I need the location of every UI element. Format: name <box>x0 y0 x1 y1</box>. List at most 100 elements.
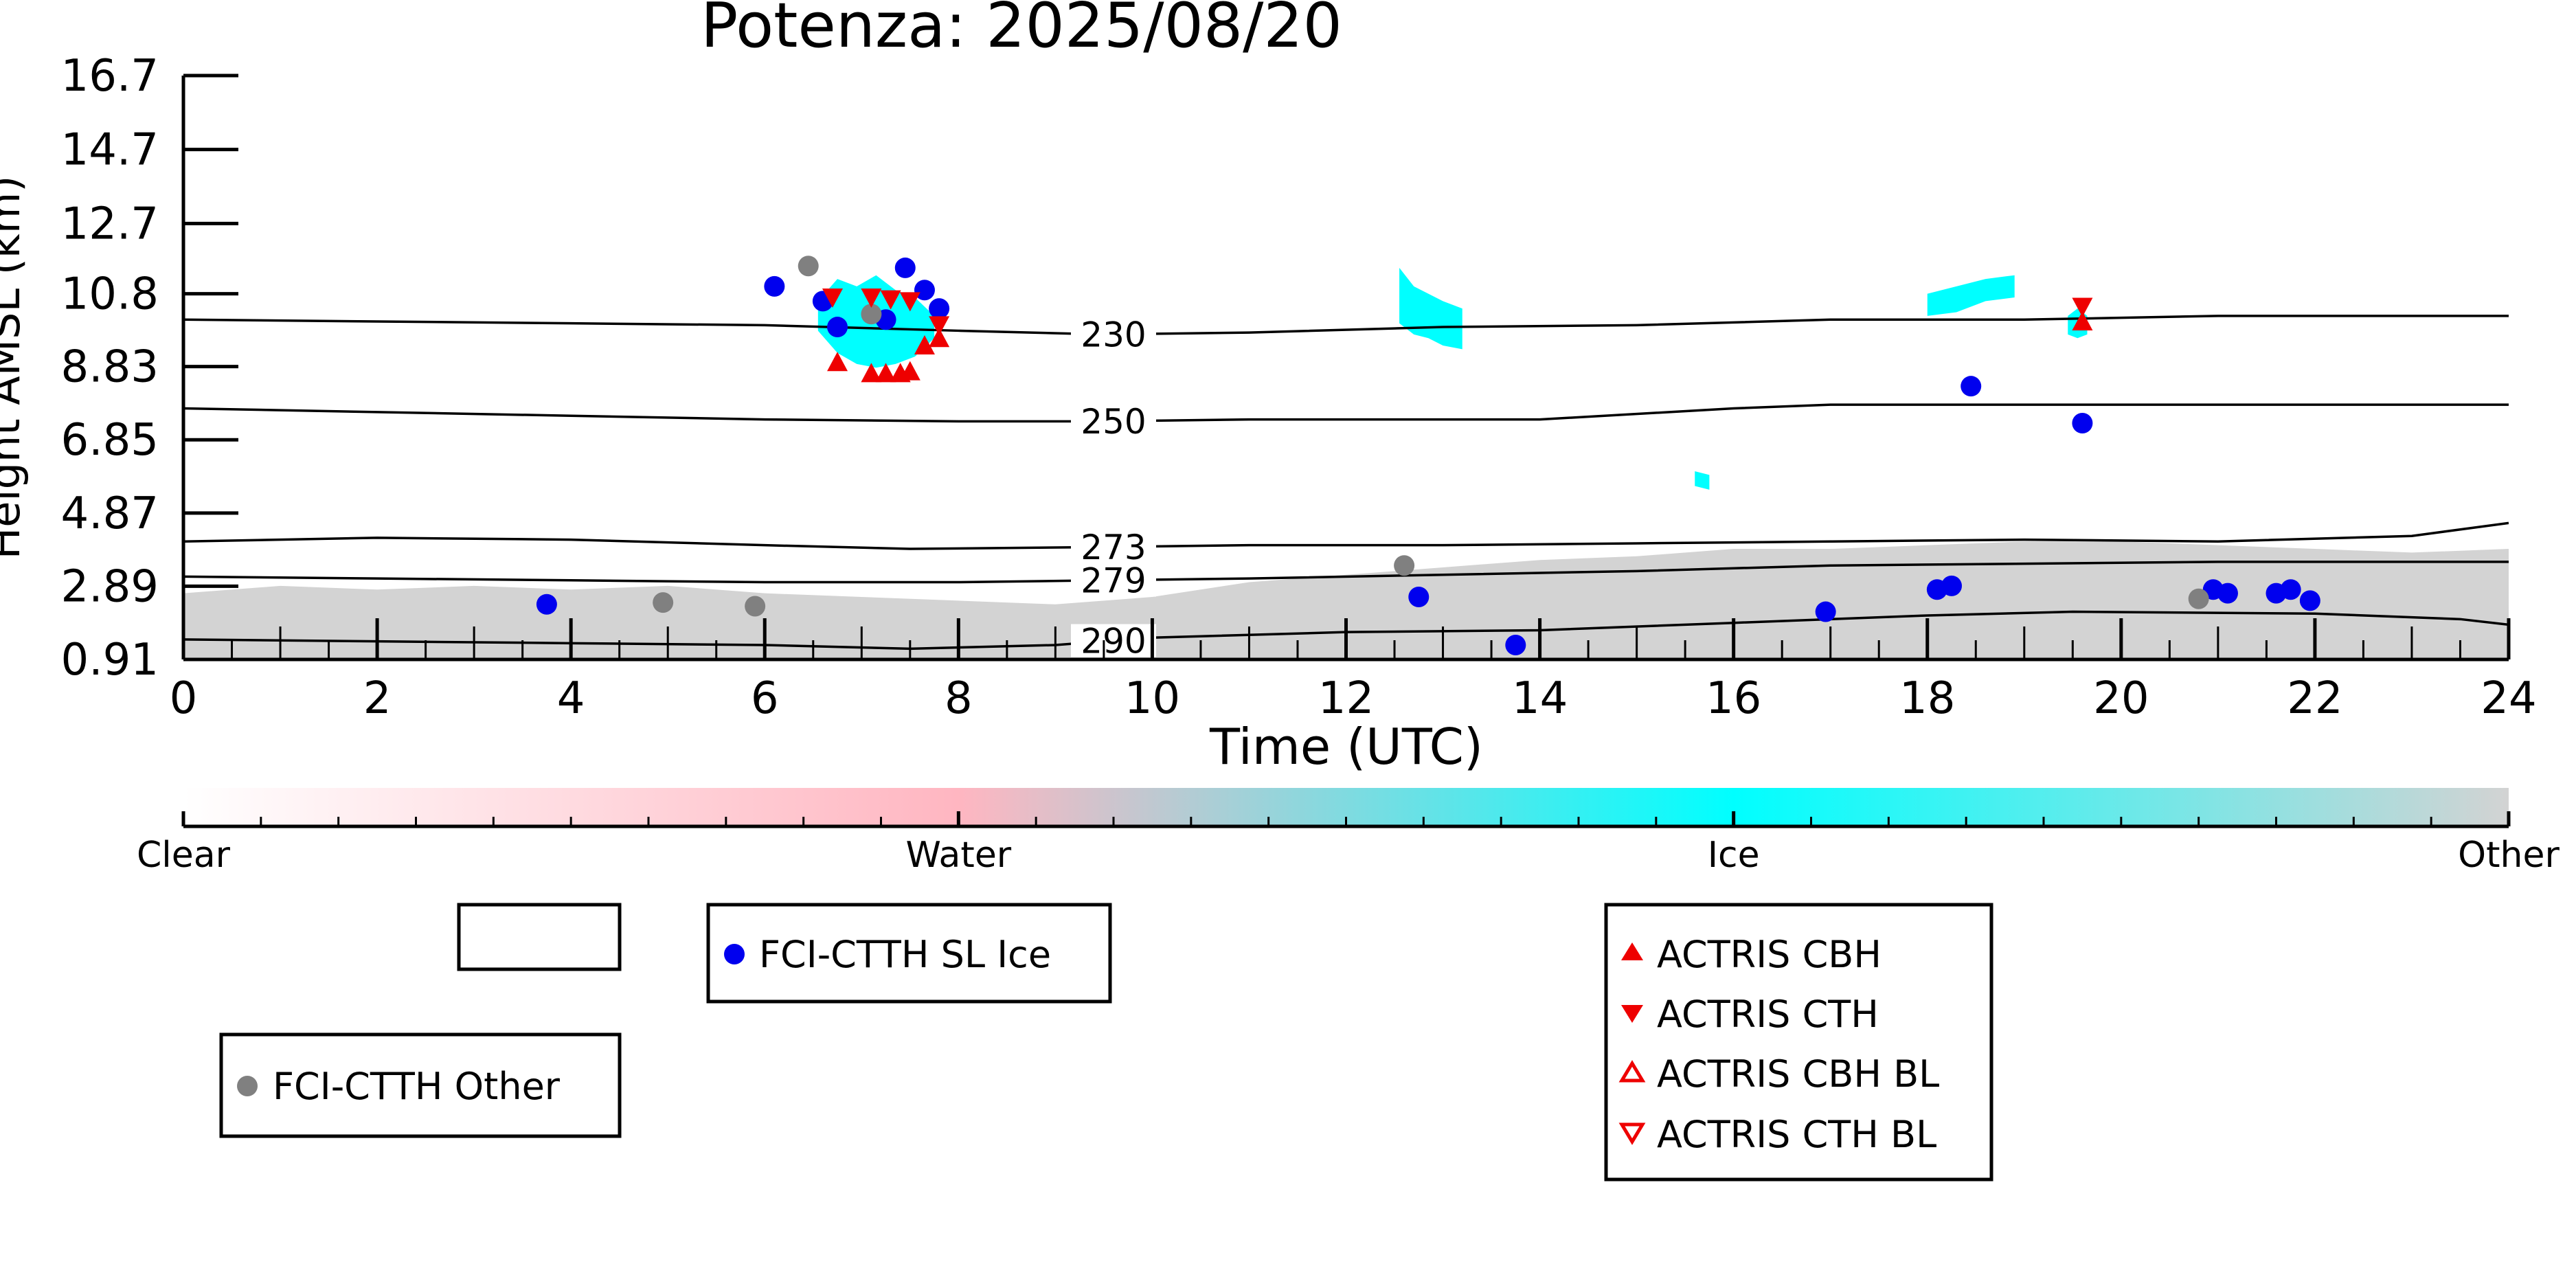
y-tick-label: 8.83 <box>61 342 159 393</box>
point-fci-ctth-other <box>745 596 766 617</box>
point-actris-cth <box>899 292 920 312</box>
legend-cth-bl-label: ACTRIS CTH BL <box>1657 1113 1936 1156</box>
x-tick-label: 10 <box>1125 673 1180 724</box>
x-tick-label: 0 <box>170 673 198 724</box>
point-fci-ctth-sl-ice <box>2280 579 2301 600</box>
point-fci-ctth-sl-ice <box>2072 413 2093 434</box>
point-fci-ctth-other <box>653 592 674 613</box>
point-fci-ctth-sl-ice <box>2299 590 2320 611</box>
contour-line-279 <box>183 561 2509 584</box>
legend-cth-marker <box>1621 1005 1643 1023</box>
y-tick-label: 2.89 <box>61 561 159 612</box>
legend-sl-ice-label: FCI-CTTH SL Ice <box>759 933 1051 976</box>
point-fci-ctth-sl-ice <box>914 280 935 301</box>
contour-label-273: 273 <box>1081 528 1146 567</box>
point-fci-ctth-sl-ice <box>827 317 848 338</box>
point-fci-ctth-sl-ice <box>764 275 785 297</box>
x-tick-label: 2 <box>363 673 392 724</box>
point-actris-cbh <box>2072 310 2093 330</box>
point-actris-cth <box>929 316 950 336</box>
contour-line-250 <box>183 403 2509 423</box>
colorbar-label: Ice <box>1708 835 1760 876</box>
legend-sl-ice: FCI-CTTH SL Ice <box>706 903 1112 1004</box>
legend-actris: ACTRIS CBH ACTRIS CTH ACTRIS CBH BL ACTR… <box>1604 903 1993 1182</box>
legend-other: FCI-CTTH Other <box>219 1032 622 1138</box>
point-fci-ctth-other <box>2188 588 2209 609</box>
contour-label-279: 279 <box>1081 561 1146 601</box>
contour-label-bg-273 <box>1071 530 1156 564</box>
x-tick-label: 8 <box>945 673 973 724</box>
point-actris-cth <box>880 290 901 310</box>
point-actris-cth <box>861 288 882 308</box>
legend-other-label: FCI-CTTH Other <box>273 1065 561 1108</box>
colorbar-label: Other <box>2458 835 2560 876</box>
contour-line-230 <box>183 315 2509 336</box>
legend-other-marker <box>237 1076 258 1096</box>
y-tick-label: 4.87 <box>61 488 159 539</box>
point-fci-ctth-sl-ice <box>536 594 557 615</box>
y-tick-label: 0.91 <box>61 635 159 686</box>
x-tick-label: 20 <box>2093 673 2149 724</box>
point-fci-ctth-sl-ice <box>1505 635 1526 656</box>
legend-sl-ice-marker <box>724 944 745 964</box>
x-tick-label: 14 <box>1512 673 1568 724</box>
contour-label-230: 230 <box>1081 315 1146 355</box>
cloud-region-ice-3 <box>1927 275 2015 316</box>
contour-line-273 <box>183 521 2509 550</box>
contour-label-bg-279 <box>1071 563 1156 597</box>
legend-cbh-bl-label: ACTRIS CBH BL <box>1657 1052 1939 1096</box>
x-tick-label: 16 <box>1706 673 1761 724</box>
point-actris-cth <box>2072 297 2093 317</box>
point-fci-ctth-sl-ice <box>1941 575 1963 596</box>
legend-cth-label: ACTRIS CTH <box>1657 993 1879 1036</box>
point-fci-ctth-other <box>798 256 819 277</box>
legend-cth-bl-marker <box>1618 1122 1646 1145</box>
y-axis-label: Height AMSL (km) <box>0 176 30 560</box>
chart-title: Potenza: 2025/08/20 <box>701 0 1342 62</box>
colorbar-label: Clear <box>137 835 231 876</box>
point-fci-ctth-sl-ice <box>894 257 916 278</box>
contour-label-250: 250 <box>1081 402 1146 442</box>
y-tick-label: 14.7 <box>61 125 159 176</box>
contour-label-bg-290 <box>1071 624 1156 657</box>
point-fci-ctth-sl-ice <box>2217 583 2238 604</box>
y-tick-label: 10.8 <box>61 269 159 320</box>
colorbar-label: Water <box>905 835 1011 876</box>
y-tick-label: 16.7 <box>61 51 159 102</box>
point-fci-ctth-sl-ice <box>929 298 950 319</box>
contour-label-bg-230 <box>1071 317 1156 351</box>
point-fci-ctth-sl-ice <box>1961 376 1982 397</box>
x-axis-label: Time (UTC) <box>1209 718 1483 776</box>
contour-label-290: 290 <box>1081 622 1146 662</box>
contour-label-bg-250 <box>1071 405 1156 438</box>
point-actris-cbh <box>899 361 920 381</box>
legend-cbh-marker <box>1621 942 1643 960</box>
x-tick-label: 22 <box>2287 673 2342 724</box>
y-tick-label: 12.7 <box>61 199 159 249</box>
point-fci-ctth-other <box>1394 555 1415 576</box>
point-actris-cbh <box>875 363 896 383</box>
x-tick-label: 6 <box>751 673 779 724</box>
point-fci-ctth-other <box>861 304 882 325</box>
point-actris-cbh <box>861 363 882 383</box>
cloud-region-ice-2 <box>1399 267 1462 350</box>
x-tick-label: 18 <box>1899 673 1955 724</box>
legend-empty-box <box>457 903 622 971</box>
point-fci-ctth-sl-ice <box>1408 587 1430 608</box>
point-actris-cbh <box>929 328 950 348</box>
legend-cbh-bl-marker <box>1618 1060 1646 1083</box>
legend-cbh-label: ACTRIS CBH <box>1657 933 1882 976</box>
point-actris-cbh <box>827 352 848 372</box>
x-tick-label: 12 <box>1318 673 1374 724</box>
axes: 16.714.712.710.88.836.854.872.890.910 2 4 6… <box>61 51 2537 724</box>
x-tick-label: 4 <box>557 673 585 724</box>
point-actris-cth <box>822 288 843 308</box>
point-fci-ctth-sl-ice <box>1815 601 1836 622</box>
cloud-region-ice-5 <box>1695 471 1710 490</box>
x-tick-label: 24 <box>2481 673 2536 724</box>
colorbar: Clear Water Ice Other <box>137 788 2560 876</box>
point-actris-cbh <box>914 335 935 354</box>
y-tick-label: 6.85 <box>61 415 159 466</box>
